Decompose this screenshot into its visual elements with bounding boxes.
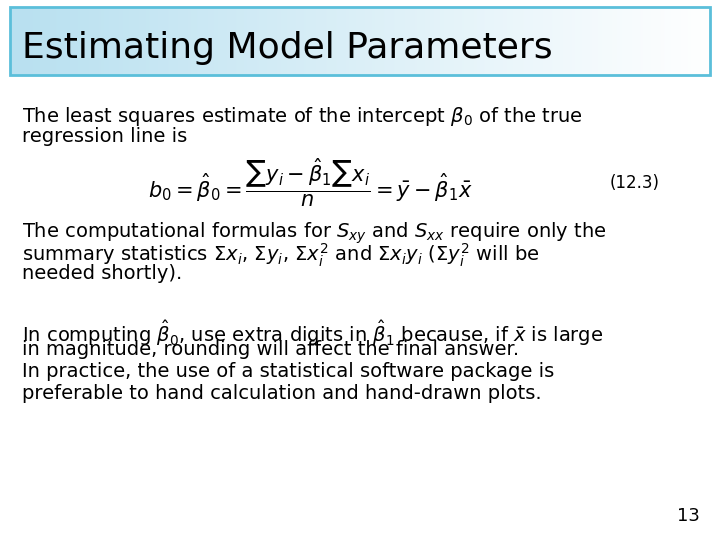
Text: Estimating Model Parameters: Estimating Model Parameters	[22, 31, 553, 65]
Text: 13: 13	[677, 507, 700, 525]
Text: The computational formulas for $S_{xy}$ and $S_{xx}$ require only the: The computational formulas for $S_{xy}$ …	[22, 220, 606, 246]
Text: In practice, the use of a statistical software package is: In practice, the use of a statistical so…	[22, 362, 554, 381]
Text: In computing $\hat{\beta}_0$, use extra digits in $\hat{\beta}_1$ because, if $\: In computing $\hat{\beta}_0$, use extra …	[22, 318, 603, 348]
Text: in magnitude, rounding will affect the final answer.: in magnitude, rounding will affect the f…	[22, 340, 519, 359]
Text: (12.3): (12.3)	[610, 174, 660, 192]
Text: summary statistics $\Sigma x_i$, $\Sigma y_i$, $\Sigma x_i^2$ and $\Sigma x_i y_: summary statistics $\Sigma x_i$, $\Sigma…	[22, 242, 539, 269]
Text: The least squares estimate of the intercept $\beta_0$ of the true: The least squares estimate of the interc…	[22, 105, 582, 128]
Text: preferable to hand calculation and hand-drawn plots.: preferable to hand calculation and hand-…	[22, 384, 541, 403]
Text: $b_0 = \hat{\beta}_0 = \dfrac{\sum y_i - \hat{\beta}_1 \sum x_i}{n} = \bar{y} - : $b_0 = \hat{\beta}_0 = \dfrac{\sum y_i -…	[148, 157, 472, 209]
Text: needed shortly).: needed shortly).	[22, 264, 182, 283]
Text: regression line is: regression line is	[22, 127, 187, 146]
